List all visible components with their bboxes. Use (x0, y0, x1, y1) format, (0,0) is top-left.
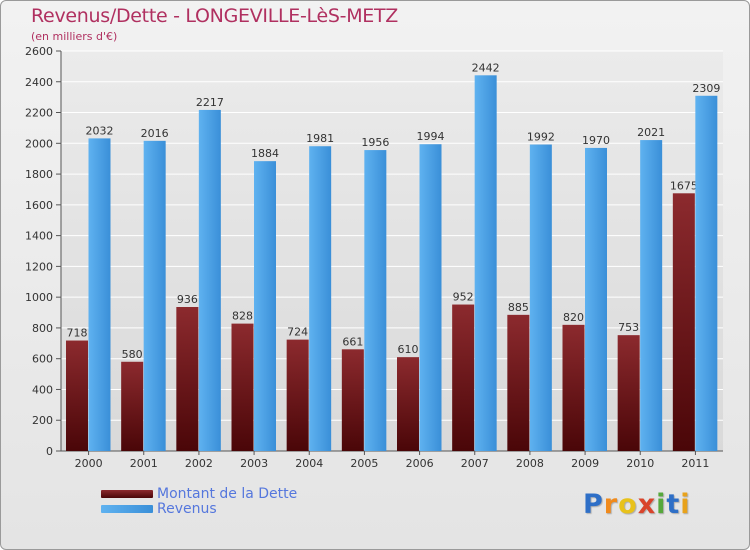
data-label-dette: 936 (177, 293, 198, 306)
x-tick-label: 2001 (130, 457, 158, 470)
bar-dette (286, 339, 309, 451)
data-label-dette: 580 (122, 348, 143, 361)
data-label-revenus: 2016 (141, 127, 169, 140)
bar-dette (176, 307, 199, 451)
x-tick-label: 2011 (681, 457, 709, 470)
data-label-dette: 724 (287, 326, 308, 339)
bar-dette (66, 340, 88, 451)
bar-revenus (254, 161, 276, 451)
y-tick-label: 1800 (25, 168, 53, 181)
logo-letter: i (680, 489, 691, 520)
bar-dette (341, 349, 364, 451)
y-tick-label: 1200 (25, 260, 53, 273)
logo-letter: x (637, 489, 657, 520)
y-tick-label: 2400 (25, 76, 53, 89)
plot-area (61, 51, 723, 451)
proxiti-logo: Proxiti (583, 489, 691, 520)
logo-letter: i (656, 489, 667, 520)
legend-label-revenus: Revenus (157, 501, 217, 517)
x-tick-label: 2004 (295, 457, 323, 470)
legend-label-dette: Montant de la Dette (157, 486, 298, 502)
data-label-revenus: 1994 (417, 130, 445, 143)
data-label-revenus: 2021 (637, 126, 665, 139)
data-label-revenus: 2309 (692, 82, 720, 95)
data-label-dette: 718 (67, 327, 88, 340)
bar-dette (397, 357, 419, 451)
bar-revenus (640, 140, 663, 452)
data-label-dette: 828 (232, 310, 253, 323)
x-tick-label: 2010 (626, 457, 654, 470)
bar-dette (231, 323, 254, 451)
data-label-revenus: 1981 (306, 132, 334, 145)
bar-revenus (474, 75, 497, 452)
y-tick-label: 2000 (25, 137, 53, 150)
data-label-revenus: 1884 (251, 147, 279, 160)
y-tick-label: 800 (32, 322, 53, 335)
legend-item-dette: Montant de la Dette (101, 487, 297, 501)
chart-subtitle: (en milliers d'€) (31, 30, 118, 43)
y-tick-label: 1000 (25, 291, 53, 304)
bar-revenus (198, 109, 221, 451)
y-tick-label: 2200 (25, 107, 53, 120)
bar-revenus (88, 138, 111, 451)
bar-dette (507, 314, 530, 451)
data-label-dette: 820 (563, 311, 584, 324)
data-label-dette: 753 (618, 321, 639, 334)
legend-item-revenus: Revenus (101, 502, 217, 516)
x-tick-label: 2002 (185, 457, 213, 470)
logo-letter: o (618, 489, 638, 520)
data-label-dette: 885 (508, 301, 529, 314)
bar-dette (452, 304, 475, 451)
data-label-revenus: 1970 (582, 134, 610, 147)
legend-swatch-revenus (101, 505, 153, 513)
x-tick-label: 2003 (240, 457, 268, 470)
x-tick-label: 2006 (406, 457, 434, 470)
x-tick-label: 2000 (75, 457, 103, 470)
bar-revenus (585, 147, 607, 451)
bar-revenus (695, 95, 718, 452)
chart-title: Revenus/Dette - LONGEVILLE-LèS-METZ (31, 5, 399, 27)
bar-revenus (309, 146, 332, 451)
bar-dette (562, 324, 585, 451)
y-tick-label: 200 (32, 414, 53, 427)
data-label-revenus: 2032 (86, 124, 114, 137)
y-tick-label: 0 (46, 445, 53, 458)
legend-swatch-dette (101, 490, 153, 498)
x-tick-label: 2005 (350, 457, 378, 470)
y-tick-label: 1600 (25, 199, 53, 212)
x-tick-label: 2007 (461, 457, 489, 470)
bar-dette (617, 335, 640, 451)
bar-revenus (364, 150, 387, 452)
data-label-dette: 610 (398, 343, 419, 356)
bar-dette (672, 193, 695, 452)
y-tick-label: 400 (32, 383, 53, 396)
y-tick-label: 1400 (25, 230, 53, 243)
data-label-revenus: 2442 (472, 61, 500, 74)
x-tick-label: 2008 (516, 457, 544, 470)
x-tick-label: 2009 (571, 457, 599, 470)
logo-letter: r (603, 489, 619, 520)
bar-revenus (419, 144, 442, 451)
y-tick-label: 600 (32, 353, 53, 366)
bar-revenus (529, 144, 552, 452)
data-label-revenus: 1956 (361, 136, 389, 149)
logo-letter: t (666, 489, 681, 520)
data-label-dette: 661 (342, 335, 363, 348)
data-label-dette: 952 (453, 291, 474, 304)
data-label-dette: 1675 (670, 179, 698, 192)
y-tick-label: 2600 (25, 45, 53, 58)
bar-dette (121, 361, 144, 451)
bar-revenus (143, 140, 166, 451)
data-label-revenus: 1992 (527, 131, 555, 144)
data-label-revenus: 2217 (196, 96, 224, 109)
logo-letter: P (583, 489, 604, 520)
